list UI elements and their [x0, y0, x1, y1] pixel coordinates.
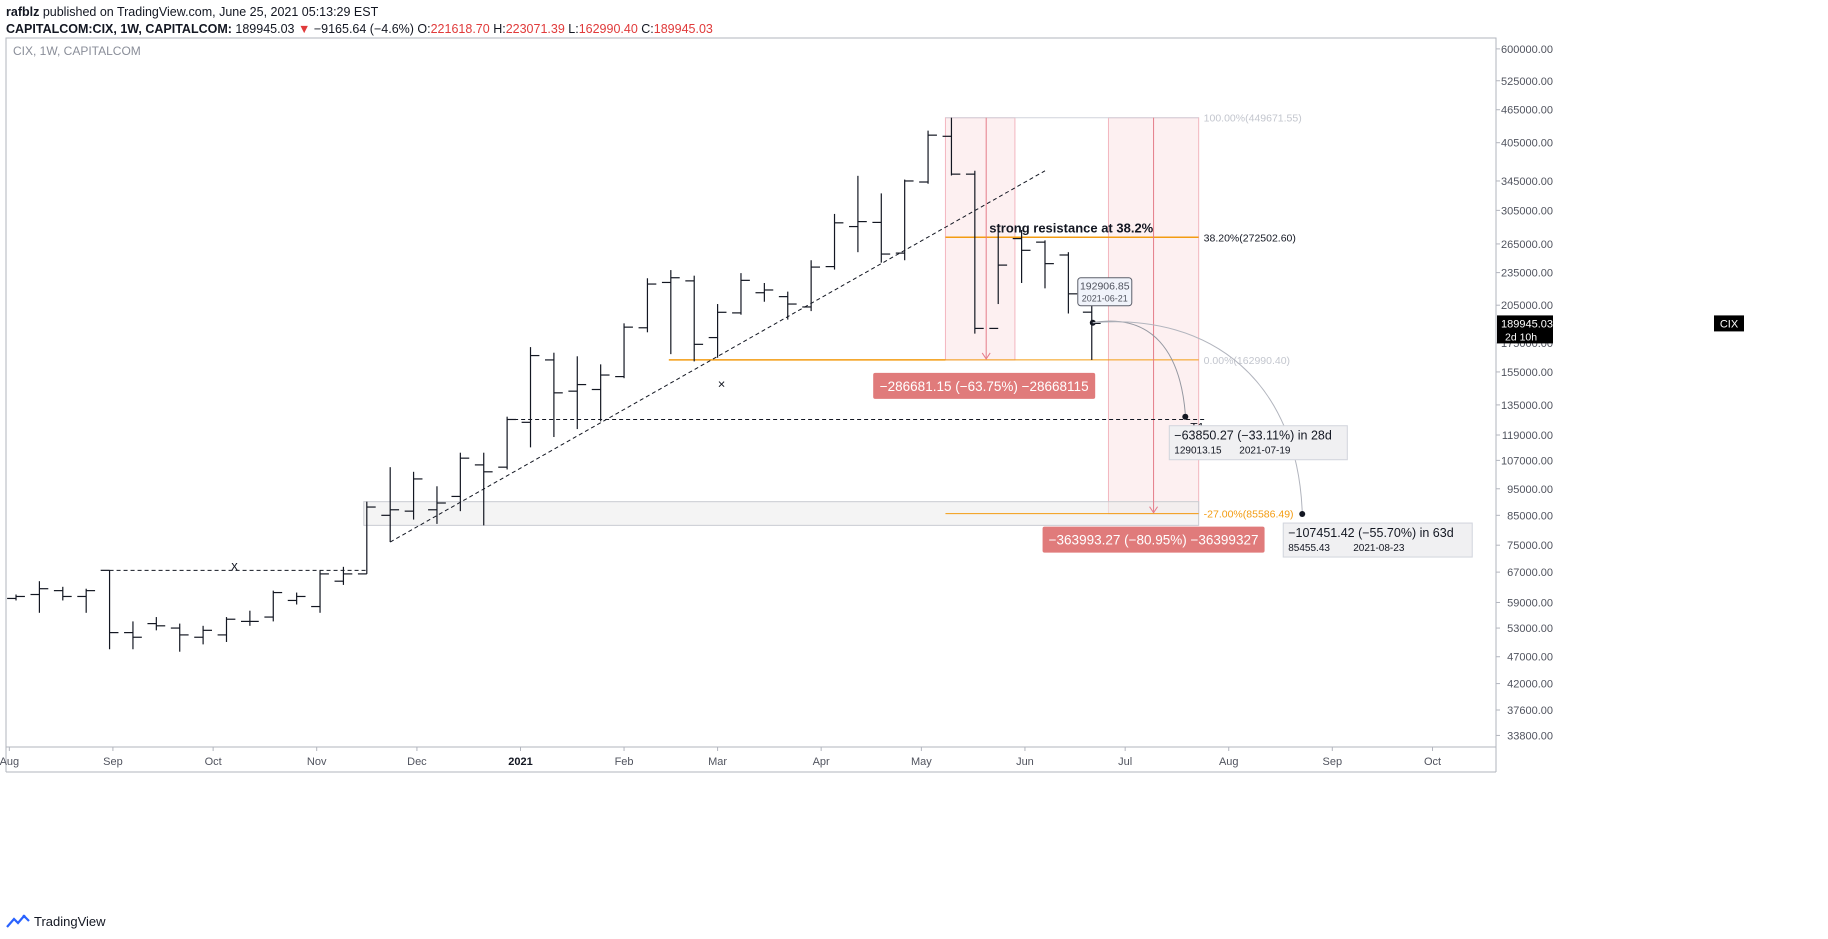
y-tick-label: 405000.00	[1501, 138, 1553, 150]
publish-line: rafblz published on TradingView.com, Jun…	[6, 3, 378, 21]
price-callout-date: 2021-06-21	[1082, 294, 1128, 304]
x-mark-icon: x	[231, 558, 238, 573]
legend-open-label: O:	[417, 22, 431, 36]
cross-mark-icon: ×	[718, 377, 726, 392]
symbol-tag: CIX	[1720, 318, 1739, 330]
y-tick-label: 95000.00	[1507, 484, 1553, 496]
y-tick-label: 59000.00	[1507, 597, 1553, 609]
x-tick-label: Sep	[103, 756, 123, 768]
resistance-note: strong resistance at 38.2%	[989, 220, 1153, 235]
bar-countdown: 2d 10h	[1505, 331, 1537, 343]
publisher-name[interactable]: rafblz	[6, 5, 40, 19]
x-tick-label: May	[911, 756, 932, 768]
tradingview-logo-icon	[6, 914, 30, 928]
y-tick-label: 135000.00	[1501, 400, 1553, 412]
legend-low-label: L:	[568, 22, 579, 36]
y-tick-label: 600000.00	[1501, 44, 1553, 56]
legend-close: 189945.03	[653, 22, 713, 36]
projection-point-1	[1182, 413, 1189, 420]
y-tick-label: 465000.00	[1501, 105, 1553, 117]
y-tick-label: 37600.00	[1507, 705, 1553, 717]
projection-curve-2	[1092, 321, 1303, 513]
legend-high-label: H:	[493, 22, 506, 36]
price-callout-value: 192906.85	[1080, 281, 1130, 293]
published-text: published on TradingView.com, June 25, 2…	[42, 5, 379, 19]
projection-2-line: −107451.42 (−55.70%) in 63d	[1288, 526, 1453, 540]
projection-1-box	[1168, 425, 1348, 461]
y-tick-label: 525000.00	[1501, 76, 1553, 88]
projection-point-2	[1299, 511, 1306, 518]
y-tick-label: 235000.00	[1501, 268, 1553, 280]
legend-close-label: C:	[641, 22, 654, 36]
publish-header: rafblz published on TradingView.com, Jun…	[0, 0, 1828, 42]
y-tick-label: 155000.00	[1501, 367, 1553, 379]
projection-1-date: 2021-07-19	[1239, 446, 1291, 457]
footer-brand[interactable]: TradingView	[6, 910, 106, 932]
x-tick-label: Mar	[708, 756, 727, 768]
measure-zone-1	[944, 117, 1016, 361]
projection-2-date: 2021-08-23	[1353, 543, 1405, 554]
fib-level-label: -27.00%(85586.49)	[1204, 509, 1294, 521]
projection-1-line: −63850.27 (−33.11%) in 28d	[1174, 429, 1332, 443]
y-tick-label: 33800.00	[1507, 730, 1553, 742]
y-tick-label: 265000.00	[1501, 239, 1553, 251]
x-tick-label: Feb	[615, 756, 634, 768]
projection-2-price: 85455.43	[1288, 543, 1330, 554]
y-tick-label: 305000.00	[1501, 205, 1553, 217]
y-tick-label: 345000.00	[1501, 176, 1553, 188]
x-tick-label: Oct	[1424, 756, 1441, 768]
y-tick-label: 47000.00	[1507, 652, 1553, 664]
legend-symbol: CAPITALCOM:CIX, 1W, CAPITALCOM:	[6, 22, 232, 36]
measure-arrow-1-head	[981, 352, 991, 360]
x-tick-label: Jun	[1016, 756, 1034, 768]
y-tick-label: 119000.00	[1502, 430, 1553, 442]
fib-level-label: 100.00%(449671.55)	[1204, 113, 1302, 125]
x-tick-label: Aug	[1219, 756, 1239, 768]
chart-pane-border	[5, 37, 1497, 748]
drop-label-2: −363993.27 (−80.95%) −36399327	[1049, 533, 1259, 548]
legend-last: 189945.03	[235, 22, 295, 36]
projection-2-box	[1282, 522, 1473, 558]
x-tick-label: 2021	[508, 756, 532, 768]
drop-label-2-box	[1042, 526, 1265, 553]
x-tick-label: Apr	[813, 756, 830, 768]
footer-brand-text: TradingView	[34, 913, 106, 929]
ohlc-legend: CAPITALCOM:CIX, 1W, CAPITALCOM: 189945.0…	[6, 20, 713, 38]
y-tick-label: 205000.00	[1501, 300, 1553, 312]
legend-open: 221618.70	[430, 22, 490, 36]
projection-1-price: 129013.15	[1174, 446, 1222, 457]
pane-title: CIX, 1W, CAPITALCOM	[13, 44, 141, 58]
x-tick-label: Nov	[307, 756, 327, 768]
last-price-tag: 189945.03	[1501, 318, 1553, 330]
x-tick-label: Oct	[205, 756, 222, 768]
y-tick-label: 67000.00	[1507, 567, 1553, 579]
legend-high: 223071.39	[505, 22, 565, 36]
y-tick-label: 75000.00	[1507, 540, 1553, 552]
x-tick-label: Dec	[407, 756, 427, 768]
drop-label-1-box	[873, 372, 1096, 399]
measure-arrow-2-head	[1149, 506, 1158, 514]
legend-change: −9165.64 (−4.6%)	[313, 22, 414, 36]
fib-level-label: 0.00%(162990.40)	[1204, 355, 1290, 367]
fib-level-label: 38.20%(272502.60)	[1204, 232, 1296, 244]
x-tick-label: Aug	[0, 756, 19, 768]
y-tick-label: 42000.00	[1507, 679, 1553, 691]
x-tick-label: Jul	[1118, 756, 1132, 768]
y-tick-label: 53000.00	[1507, 623, 1553, 635]
symbol-tag-box	[1714, 315, 1744, 332]
y-tick-label: 107000.00	[1501, 455, 1553, 467]
x-tick-label: Sep	[1323, 756, 1343, 768]
last-price-tag-box	[1497, 315, 1553, 344]
price-callout-box[interactable]	[1077, 277, 1133, 307]
legend-down-arrow-icon: ▼	[297, 22, 311, 36]
y-tick-label: 85000.00	[1507, 510, 1553, 522]
legend-low: 162990.40	[578, 22, 638, 36]
drop-label-1: −286681.15 (−63.75%) −28668115	[880, 379, 1089, 394]
